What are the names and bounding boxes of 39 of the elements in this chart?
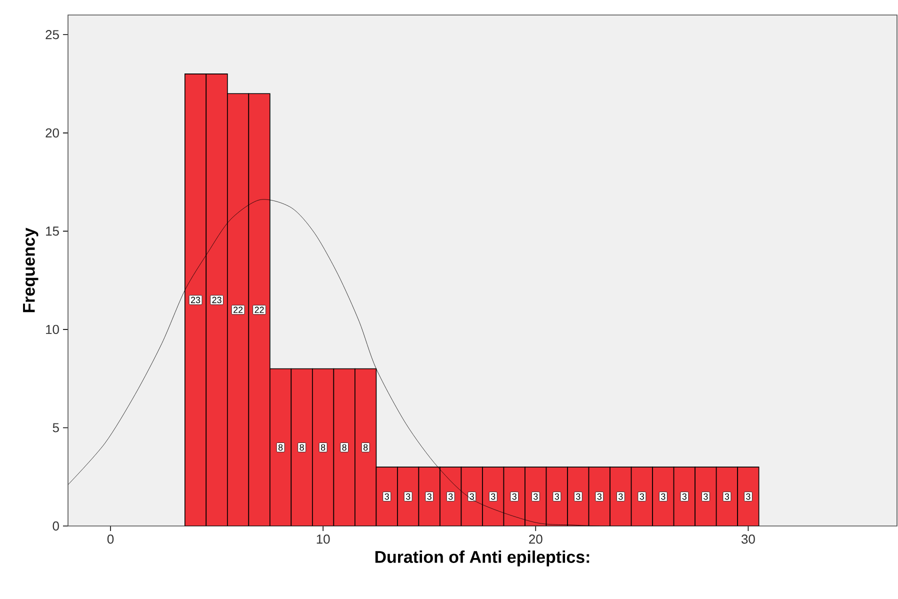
data-label: 22	[234, 306, 243, 313]
y-tick-label: 20	[46, 128, 59, 138]
data-label: 3	[576, 493, 580, 500]
data-label: 3	[554, 493, 560, 500]
data-label: 3	[724, 493, 730, 500]
data-label: 22	[254, 306, 264, 313]
x-tick-label: 10	[316, 534, 330, 544]
data-label: 3	[470, 493, 474, 500]
data-label: 3	[384, 493, 389, 500]
x-tick-label: 30	[742, 534, 755, 544]
x-axis-title: Duration of Anti epileptics:	[375, 550, 590, 566]
data-label: 8	[278, 444, 283, 451]
data-label: 8	[300, 444, 304, 451]
data-label: 8	[342, 444, 346, 451]
y-tick-label: 10	[46, 324, 59, 334]
data-label: 3	[597, 493, 602, 500]
data-label: 3	[682, 493, 687, 500]
data-label: 3	[704, 493, 708, 500]
data-label: 3	[661, 493, 666, 500]
data-label: 3	[746, 493, 750, 500]
data-label: 3	[512, 493, 516, 500]
y-tick-label: 25	[46, 30, 59, 40]
data-label: 23	[212, 296, 222, 304]
data-label: 3	[640, 493, 644, 500]
x-tick-label: 20	[529, 534, 542, 544]
data-label: 3	[406, 493, 410, 500]
y-axis-title: Frequency	[23, 228, 38, 312]
data-label: 3	[618, 493, 623, 500]
x-tick-label: 0	[107, 534, 114, 544]
data-label: 8	[363, 444, 368, 451]
y-tick-label: 5	[52, 423, 59, 432]
data-label: 23	[191, 296, 200, 304]
y-tick-label: 15	[46, 226, 59, 236]
data-label: 3	[448, 493, 453, 500]
data-label: 3	[427, 493, 432, 500]
y-tick-label: 0	[52, 521, 59, 531]
data-label: 8	[320, 444, 326, 451]
data-label: 3	[533, 493, 538, 500]
data-label: 3	[490, 493, 496, 500]
